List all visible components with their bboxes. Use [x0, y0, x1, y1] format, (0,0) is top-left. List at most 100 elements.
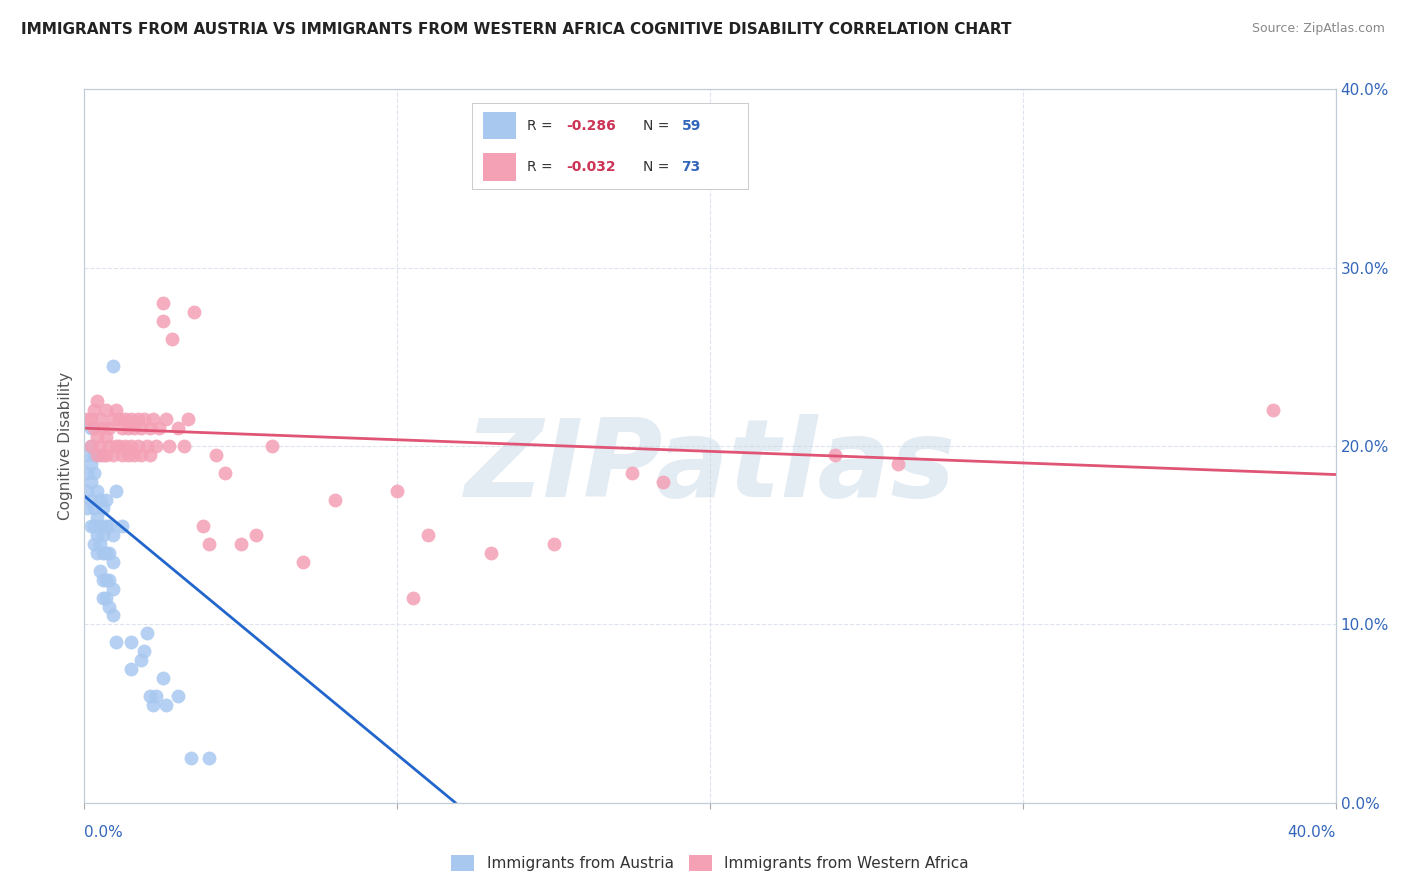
- Point: [86, 483, 108, 498]
- Point: [83, 519, 105, 533]
- Point: [101, 555, 124, 569]
- Point: [129, 448, 152, 462]
- Point: [76, 466, 98, 480]
- Point: [117, 421, 139, 435]
- Point: [98, 421, 121, 435]
- Point: [262, 439, 284, 453]
- Point: [98, 573, 121, 587]
- Point: [79, 457, 101, 471]
- Point: [114, 412, 136, 426]
- Y-axis label: Cognitive Disability: Cognitive Disability: [58, 372, 73, 520]
- Point: [167, 689, 190, 703]
- Point: [89, 412, 111, 426]
- Point: [887, 457, 910, 471]
- Point: [104, 403, 127, 417]
- Point: [824, 448, 846, 462]
- Point: [167, 421, 190, 435]
- Point: [127, 412, 149, 426]
- Point: [96, 591, 118, 605]
- Point: [180, 751, 202, 765]
- Point: [91, 591, 114, 605]
- Point: [79, 519, 101, 533]
- Point: [124, 448, 146, 462]
- Point: [214, 466, 236, 480]
- Text: Source: ZipAtlas.com: Source: ZipAtlas.com: [1251, 22, 1385, 36]
- Point: [91, 501, 114, 516]
- Point: [111, 448, 134, 462]
- Point: [139, 421, 162, 435]
- Point: [79, 439, 101, 453]
- Point: [132, 412, 155, 426]
- Point: [129, 421, 152, 435]
- Point: [145, 439, 167, 453]
- Point: [120, 662, 142, 676]
- Point: [173, 439, 195, 453]
- Point: [117, 448, 139, 462]
- Point: [136, 626, 159, 640]
- Point: [91, 448, 114, 462]
- Point: [145, 689, 167, 703]
- Point: [83, 448, 105, 462]
- Point: [385, 483, 409, 498]
- Point: [83, 537, 105, 551]
- Point: [96, 546, 118, 560]
- Point: [152, 671, 174, 685]
- Point: [120, 412, 142, 426]
- Point: [136, 439, 159, 453]
- Point: [98, 439, 121, 453]
- Point: [91, 528, 114, 542]
- Point: [101, 448, 124, 462]
- Point: [204, 448, 226, 462]
- Point: [155, 412, 177, 426]
- Point: [79, 439, 101, 453]
- Point: [76, 501, 98, 516]
- Point: [79, 421, 101, 435]
- Point: [101, 528, 124, 542]
- Point: [86, 546, 108, 560]
- Point: [124, 421, 146, 435]
- Point: [79, 412, 101, 426]
- Point: [86, 394, 108, 409]
- Point: [183, 305, 205, 319]
- Point: [127, 439, 149, 453]
- Point: [86, 448, 108, 462]
- Point: [96, 430, 118, 444]
- Point: [132, 644, 155, 658]
- Point: [89, 439, 111, 453]
- Point: [83, 501, 105, 516]
- Point: [155, 698, 177, 712]
- Point: [89, 519, 111, 533]
- Point: [323, 492, 346, 507]
- Point: [652, 475, 675, 489]
- Point: [107, 412, 129, 426]
- Point: [107, 439, 129, 453]
- Point: [148, 421, 170, 435]
- Point: [120, 439, 142, 453]
- Point: [96, 492, 118, 507]
- Point: [157, 439, 180, 453]
- Point: [76, 483, 98, 498]
- Point: [101, 359, 124, 373]
- Point: [139, 689, 162, 703]
- Point: [83, 403, 105, 417]
- Point: [96, 519, 118, 533]
- Point: [292, 555, 315, 569]
- Point: [152, 314, 174, 328]
- Text: 40.0%: 40.0%: [1288, 825, 1336, 840]
- Point: [76, 448, 98, 462]
- Point: [76, 412, 98, 426]
- Point: [98, 546, 121, 560]
- Text: IMMIGRANTS FROM AUSTRIA VS IMMIGRANTS FROM WESTERN AFRICA COGNITIVE DISABILITY C: IMMIGRANTS FROM AUSTRIA VS IMMIGRANTS FR…: [21, 22, 1011, 37]
- Point: [142, 698, 165, 712]
- Point: [98, 519, 121, 533]
- Point: [86, 528, 108, 542]
- Point: [83, 421, 105, 435]
- Point: [111, 421, 134, 435]
- Point: [120, 635, 142, 649]
- Point: [83, 466, 105, 480]
- Point: [89, 448, 111, 462]
- Point: [111, 519, 134, 533]
- Point: [114, 439, 136, 453]
- Point: [104, 635, 127, 649]
- Point: [96, 573, 118, 587]
